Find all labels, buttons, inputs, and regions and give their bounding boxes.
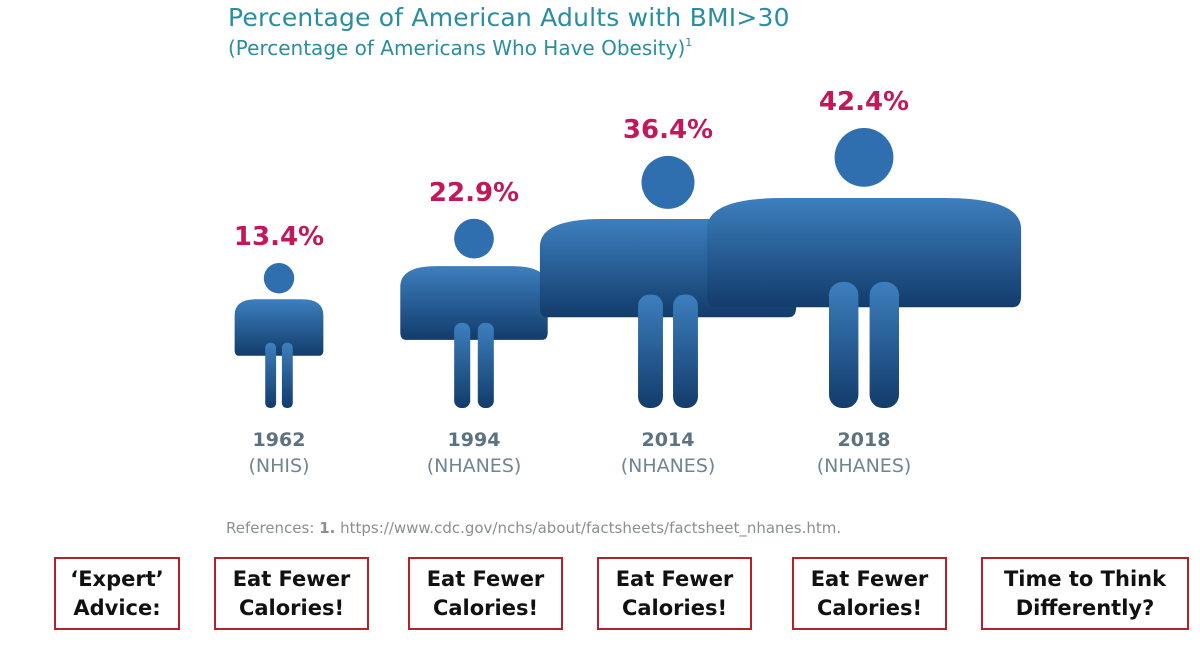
figure-torso: [234, 299, 324, 356]
figure-1962: 13.4% 1962 (NHIS): [234, 222, 324, 477]
value-label: 36.4%: [623, 115, 713, 145]
figure-2018: 42.4% 2018 (NHANES): [706, 87, 1022, 477]
figure-right-leg: [281, 342, 293, 408]
value-label: 22.9%: [429, 178, 519, 208]
chart-title: Percentage of American Adults with BMI>3…: [228, 3, 790, 32]
source-label: (NHANES): [621, 455, 716, 477]
figure-left-leg: [265, 342, 277, 408]
figure-right-leg: [673, 294, 698, 408]
figure-head: [834, 127, 894, 187]
year-label: 1994: [448, 429, 501, 451]
figure-head: [641, 155, 695, 209]
source-label: (NHANES): [427, 455, 522, 477]
footnote-marker: 1: [685, 36, 693, 49]
expert-advice-box: ‘Expert’ Advice:: [54, 557, 180, 630]
figure-head: [454, 218, 494, 259]
year-label: 2014: [642, 429, 695, 451]
time-to-think-differently-box: Time to Think Differently?: [981, 557, 1189, 630]
value-label: 42.4%: [819, 87, 909, 117]
reference-number: 1.: [319, 519, 336, 537]
year-label: 1962: [253, 429, 306, 451]
year-label: 2018: [838, 429, 891, 451]
eat-fewer-calories-box-2018: Eat Fewer Calories!: [792, 557, 947, 630]
figure-torso: [400, 266, 548, 340]
figure-right-leg: [477, 322, 494, 408]
figure-1994: 22.9% 1994 (NHANES): [400, 178, 548, 477]
figure-left-leg: [638, 294, 663, 408]
figure-left-leg: [829, 282, 859, 408]
figure-head: [263, 263, 295, 294]
eat-fewer-calories-box-2014: Eat Fewer Calories!: [597, 557, 752, 630]
figure-left-leg: [454, 322, 471, 408]
figure-torso: [706, 198, 1022, 308]
value-label: 13.4%: [234, 222, 324, 252]
source-label: (NHIS): [249, 455, 310, 477]
reference-prefix: References:: [226, 519, 315, 537]
figure-right-leg: [869, 282, 899, 408]
reference-url: https://www.cdc.gov/nchs/about/factsheet…: [340, 519, 842, 537]
eat-fewer-calories-box-1962: Eat Fewer Calories!: [214, 557, 369, 630]
reference-line: References: 1. https://www.cdc.gov/nchs/…: [226, 519, 841, 537]
chart-subtitle: (Percentage of Americans Who Have Obesit…: [228, 36, 692, 60]
source-label: (NHANES): [817, 455, 912, 477]
chart-subtitle-text: (Percentage of Americans Who Have Obesit…: [228, 36, 686, 60]
eat-fewer-calories-box-1994: Eat Fewer Calories!: [408, 557, 563, 630]
